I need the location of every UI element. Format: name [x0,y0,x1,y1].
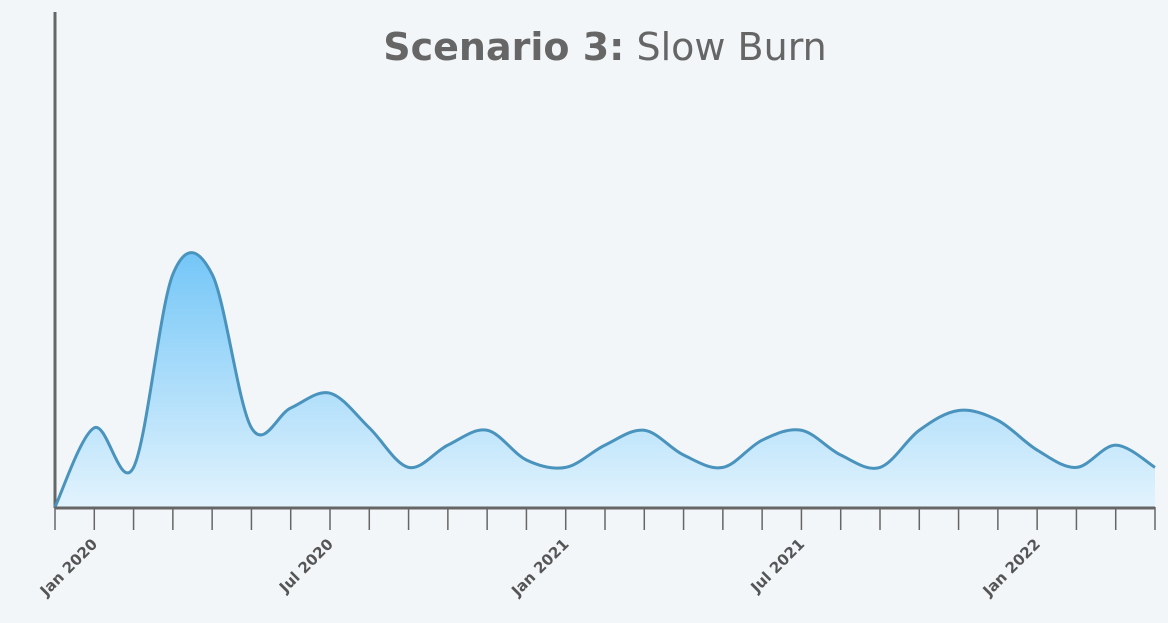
x-tick-label: Jan 2022 [979,535,1044,600]
line [53,251,1156,508]
title-bold: Scenario 3: [383,25,624,69]
x-tick-label: Jan 2021 [507,535,572,600]
x-tick-label: Jul 2021 [746,535,808,597]
x-tick-label: Jul 2020 [275,535,337,597]
area [55,252,1155,507]
chart-title: Scenario 3: Slow Burn [383,25,826,69]
title-rest: Slow Burn [636,25,826,69]
x-tick-label: Jan 2020 [36,535,101,600]
